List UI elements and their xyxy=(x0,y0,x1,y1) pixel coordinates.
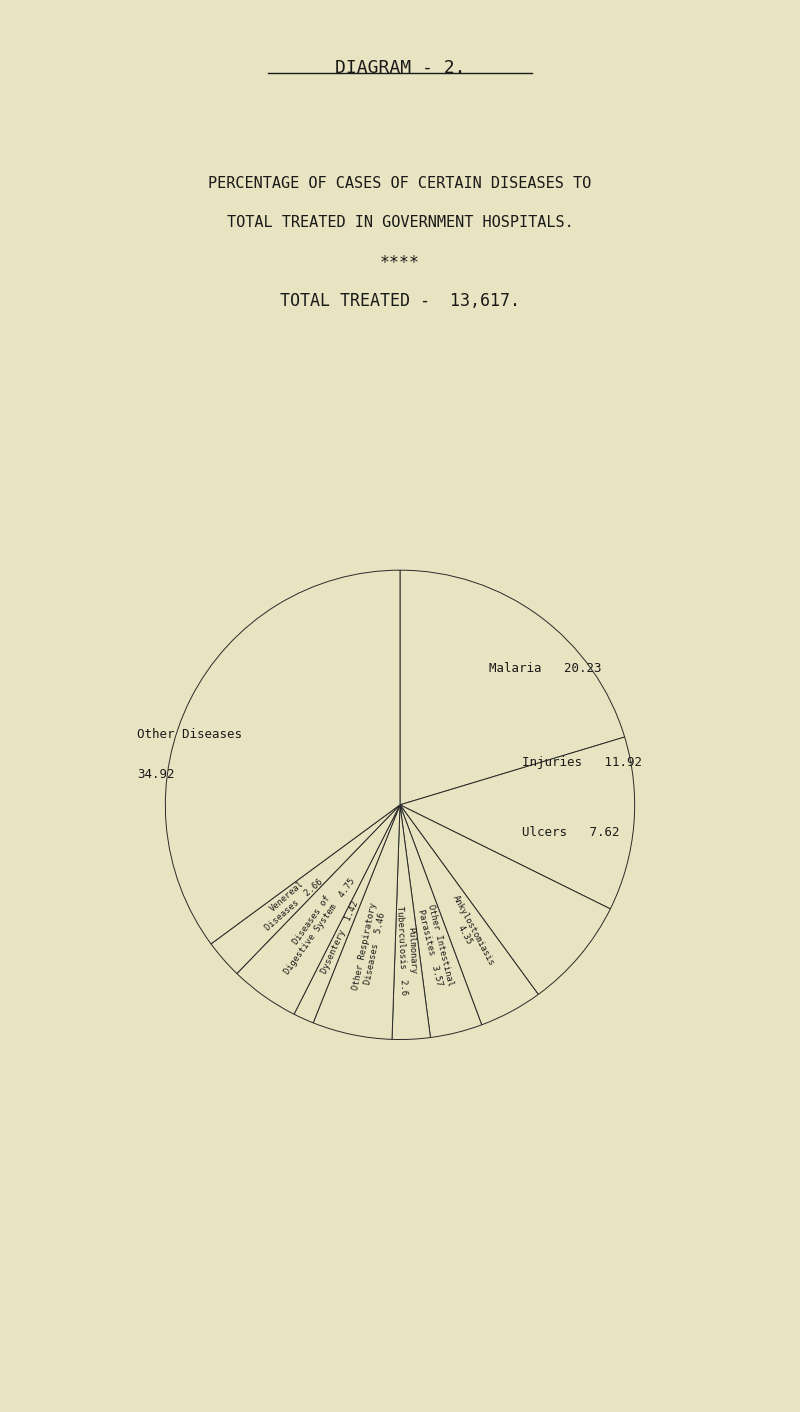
Wedge shape xyxy=(392,805,430,1039)
Wedge shape xyxy=(400,805,610,994)
Wedge shape xyxy=(400,805,538,1025)
Wedge shape xyxy=(400,737,634,909)
Text: Other Respiratory
Diseases  5.46: Other Respiratory Diseases 5.46 xyxy=(351,902,389,993)
Text: TOTAL TREATED -  13,617.: TOTAL TREATED - 13,617. xyxy=(280,292,520,311)
Text: Pulmonary
Tuberculosis  2.6: Pulmonary Tuberculosis 2.6 xyxy=(395,905,419,995)
Wedge shape xyxy=(400,570,625,805)
Text: ****: **** xyxy=(380,254,420,273)
Wedge shape xyxy=(294,805,400,1022)
Text: Venereal
Diseases  2.66: Venereal Diseases 2.66 xyxy=(257,870,325,932)
Text: Diseases of
Digestive System  4.75: Diseases of Digestive System 4.75 xyxy=(274,871,357,976)
Text: DIAGRAM - 2.: DIAGRAM - 2. xyxy=(334,59,466,78)
Wedge shape xyxy=(314,805,400,1039)
Text: Malaria   20.23: Malaria 20.23 xyxy=(489,662,602,675)
Wedge shape xyxy=(400,805,482,1038)
Text: Injuries   11.92: Injuries 11.92 xyxy=(522,755,642,770)
Wedge shape xyxy=(237,805,400,1014)
Wedge shape xyxy=(211,805,400,973)
Text: Other Intestinal
Parasites  3.57: Other Intestinal Parasites 3.57 xyxy=(415,902,454,990)
Text: Ulcers   7.62: Ulcers 7.62 xyxy=(522,826,619,840)
Text: PERCENTAGE OF CASES OF CERTAIN DISEASES TO: PERCENTAGE OF CASES OF CERTAIN DISEASES … xyxy=(208,176,592,192)
Text: Ankylostomiasis
4.35: Ankylostomiasis 4.35 xyxy=(442,894,496,973)
Text: 34.92: 34.92 xyxy=(137,768,174,781)
Text: Dysentery  1.42: Dysentery 1.42 xyxy=(320,899,361,976)
Text: TOTAL TREATED IN GOVERNMENT HOSPITALS.: TOTAL TREATED IN GOVERNMENT HOSPITALS. xyxy=(226,215,574,230)
Text: Other Diseases: Other Diseases xyxy=(137,729,242,741)
Wedge shape xyxy=(166,570,400,943)
